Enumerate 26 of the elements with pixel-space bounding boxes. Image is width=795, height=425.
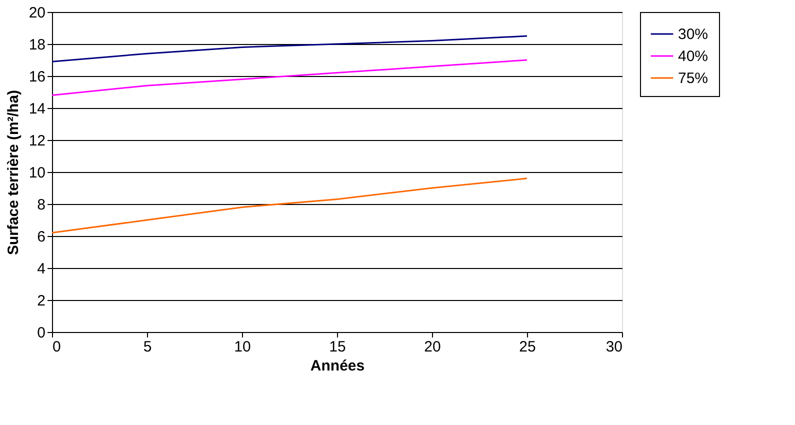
x-tick-label: 25 bbox=[519, 338, 536, 356]
line-series bbox=[51, 178, 528, 234]
x-tick-label: 5 bbox=[143, 338, 152, 356]
legend-label: 30% bbox=[678, 26, 708, 43]
y-tick-label: 16 bbox=[28, 68, 46, 86]
y-tick-label: 6 bbox=[37, 228, 46, 246]
y-tick-label: 18 bbox=[28, 36, 46, 54]
x-axis-title: Années bbox=[310, 358, 365, 374]
y-tick-label: 12 bbox=[28, 132, 46, 150]
x-tick-label: 30 bbox=[606, 338, 622, 356]
legend-label: 40% bbox=[678, 48, 708, 65]
y-tick-label: 10 bbox=[28, 164, 46, 182]
x-tick-label: 10 bbox=[234, 338, 251, 356]
y-tick-label: 14 bbox=[28, 100, 46, 118]
y-tick-label: 2 bbox=[37, 292, 46, 310]
legend-label: 75% bbox=[678, 70, 708, 87]
x-tick-label: 20 bbox=[424, 338, 441, 356]
y-tick-label: 8 bbox=[37, 196, 46, 214]
x-tick-label: 15 bbox=[329, 338, 346, 356]
line-series bbox=[51, 35, 528, 62]
y-tick-label: 20 bbox=[28, 4, 46, 22]
y-tick-label: 0 bbox=[37, 324, 46, 342]
x-tick-label: 0 bbox=[52, 338, 61, 356]
y-axis-title: Surface terrière (m²/ha) bbox=[4, 90, 22, 256]
line-series bbox=[51, 59, 528, 96]
y-tick-label: 4 bbox=[37, 260, 46, 278]
